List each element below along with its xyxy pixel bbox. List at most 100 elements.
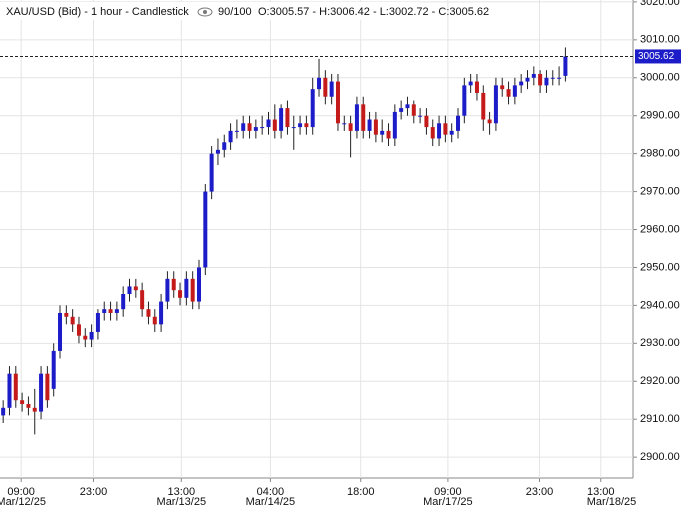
candle-body xyxy=(418,115,423,117)
candle-body xyxy=(32,407,37,412)
candle-body xyxy=(152,316,157,325)
y-tick-label: 3000.00 xyxy=(640,72,680,84)
candle-body xyxy=(317,77,322,90)
candle-body xyxy=(51,350,56,389)
candle-body xyxy=(481,92,486,120)
candle-body xyxy=(367,119,372,131)
candle-body xyxy=(165,278,170,302)
last-price-label: 3005.62 xyxy=(638,51,675,62)
candle-body xyxy=(108,309,113,313)
candle-body xyxy=(95,312,100,332)
candle-body xyxy=(127,286,132,295)
candle-body xyxy=(83,335,88,340)
candle-body xyxy=(443,123,448,135)
candle-body xyxy=(361,104,366,131)
candle-body xyxy=(563,56,568,76)
candle-body xyxy=(26,404,31,408)
y-tick-label: 2930.00 xyxy=(640,337,680,349)
y-tick-label: 2940.00 xyxy=(640,299,680,311)
candle-body xyxy=(222,142,227,150)
x-tick-label: 13:00 xyxy=(168,486,196,498)
candle-body xyxy=(20,400,25,405)
candle-body xyxy=(209,153,214,192)
candle-body xyxy=(474,81,479,93)
candle-body xyxy=(171,278,176,291)
candle-body xyxy=(215,149,220,154)
candle-body xyxy=(424,115,429,128)
candle-body xyxy=(323,77,328,97)
candle-body xyxy=(342,123,347,125)
candle-body xyxy=(411,104,416,116)
candle-body xyxy=(45,373,50,401)
candle-body xyxy=(538,73,543,86)
bar-count: 90/100 xyxy=(218,6,252,18)
candle-body xyxy=(89,331,94,340)
candle-body xyxy=(310,89,315,128)
candle-body xyxy=(178,290,183,298)
x-tick-label: 13:00 xyxy=(587,486,615,498)
y-tick-label: 3010.00 xyxy=(640,34,680,46)
candle-body xyxy=(348,123,353,131)
candle-body xyxy=(241,123,246,131)
date-label: Mar/14/25 xyxy=(246,496,296,507)
candle-body xyxy=(462,85,467,116)
y-tick-label: 2910.00 xyxy=(640,413,680,425)
candle-body xyxy=(329,81,334,97)
candle-body xyxy=(544,77,549,86)
candle-body xyxy=(531,73,536,78)
candle-body xyxy=(373,119,378,135)
candle-body xyxy=(253,127,258,131)
candle-body xyxy=(392,111,397,139)
candle-body xyxy=(228,130,233,143)
y-tick-label: 2920.00 xyxy=(640,375,680,387)
candle-body xyxy=(159,301,164,325)
candle-body xyxy=(405,104,410,109)
candle-body xyxy=(506,89,511,97)
candle-body xyxy=(247,123,252,131)
last-price-box xyxy=(635,49,681,64)
candle-body xyxy=(380,130,385,135)
candle-body xyxy=(70,316,75,325)
candle-body xyxy=(64,312,69,317)
y-tick-label: 2960.00 xyxy=(640,223,680,235)
y-tick-label: 2970.00 xyxy=(640,185,680,197)
candle-body xyxy=(335,81,340,124)
eye-icon xyxy=(197,7,213,17)
candle-body xyxy=(512,85,517,97)
x-tick-label: 18:00 xyxy=(347,486,375,498)
y-tick-label: 2990.00 xyxy=(640,110,680,122)
x-tick-label: 23:00 xyxy=(80,486,108,498)
candle-body xyxy=(140,290,145,310)
x-tick-label: 23:00 xyxy=(526,486,554,498)
candle-body xyxy=(133,286,138,291)
ohlc-label: O:3005.57 - H:3006.42 - L:3002.72 - C:30… xyxy=(258,6,489,18)
chart-title: XAU/USD (Bid) - 1 hour - Candlestick xyxy=(6,6,189,18)
candle-body xyxy=(354,104,359,131)
candle-body xyxy=(190,278,195,302)
candle-body xyxy=(76,324,81,336)
candle-body xyxy=(298,123,303,128)
y-tick-label: 2950.00 xyxy=(640,261,680,273)
candle-body xyxy=(7,373,12,408)
date-label: Mar/13/25 xyxy=(157,496,207,507)
candle-body xyxy=(234,130,239,132)
candle-body xyxy=(468,81,473,86)
header-bg xyxy=(0,2,420,20)
plot xyxy=(0,0,633,478)
candle-body xyxy=(557,77,562,79)
date-label: Mar/12/25 xyxy=(0,496,46,507)
candle-body xyxy=(260,127,265,129)
candle-body xyxy=(304,123,309,128)
candle-body xyxy=(203,191,208,268)
candle-body xyxy=(291,127,296,129)
y-tick-label: 2980.00 xyxy=(640,148,680,160)
candle-body xyxy=(500,85,505,90)
x-tick-label: 04:00 xyxy=(257,486,285,498)
x-tick-label: 09:00 xyxy=(434,486,462,498)
candle-body xyxy=(13,373,18,401)
candle-body xyxy=(449,130,454,135)
candle-body xyxy=(1,407,6,416)
candle-body xyxy=(285,108,290,128)
candle-body xyxy=(487,119,492,124)
